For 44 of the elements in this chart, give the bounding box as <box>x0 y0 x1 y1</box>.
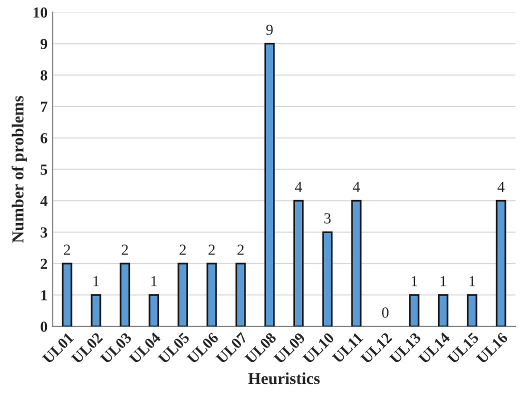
bar <box>322 231 333 326</box>
y-tick-label: 8 <box>40 70 48 81</box>
bar <box>206 262 217 326</box>
y-tick-label: 5 <box>40 164 48 175</box>
data-label: 1 <box>94 276 99 286</box>
data-label: 1 <box>440 276 446 286</box>
y-axis-title: Number of problems <box>12 96 27 243</box>
y-tick-label: 4 <box>40 196 48 206</box>
y-tick-label: 2 <box>40 258 48 269</box>
data-label: 4 <box>497 182 505 192</box>
data-label: 0 <box>382 307 389 318</box>
y-tick-label: 0 <box>40 322 48 332</box>
bar <box>351 200 362 326</box>
data-label: 1 <box>151 276 157 286</box>
bar <box>120 262 130 326</box>
data-label: 1 <box>412 276 418 286</box>
bar <box>466 294 478 326</box>
bar <box>235 262 246 326</box>
y-tick-label: 3 <box>40 227 48 238</box>
data-label: 4 <box>352 182 360 192</box>
data-label: 2 <box>208 244 215 255</box>
bar <box>178 262 188 326</box>
bar <box>148 294 160 326</box>
bar <box>496 200 506 326</box>
bar <box>90 294 102 326</box>
data-label: 4 <box>294 182 302 192</box>
bar <box>438 294 448 326</box>
bar <box>62 262 72 326</box>
bar <box>409 294 420 326</box>
x-axis-title: Heuristics <box>248 372 320 384</box>
y-tick-label: 10 <box>34 7 48 18</box>
data-label: 2 <box>122 244 128 255</box>
data-label: 3 <box>324 213 331 224</box>
data-label: 9 <box>266 24 273 35</box>
data-label: 1 <box>470 276 475 286</box>
y-tick-label: 1 <box>41 290 47 300</box>
data-label: 2 <box>237 244 244 255</box>
data-label: 2 <box>64 244 70 255</box>
data-label: 2 <box>180 244 186 255</box>
bar <box>264 42 275 326</box>
bar <box>293 200 304 326</box>
y-tick-label: 6 <box>40 133 48 144</box>
y-tick-label: 7 <box>40 102 48 112</box>
y-tick-label: 9 <box>40 38 48 50</box>
